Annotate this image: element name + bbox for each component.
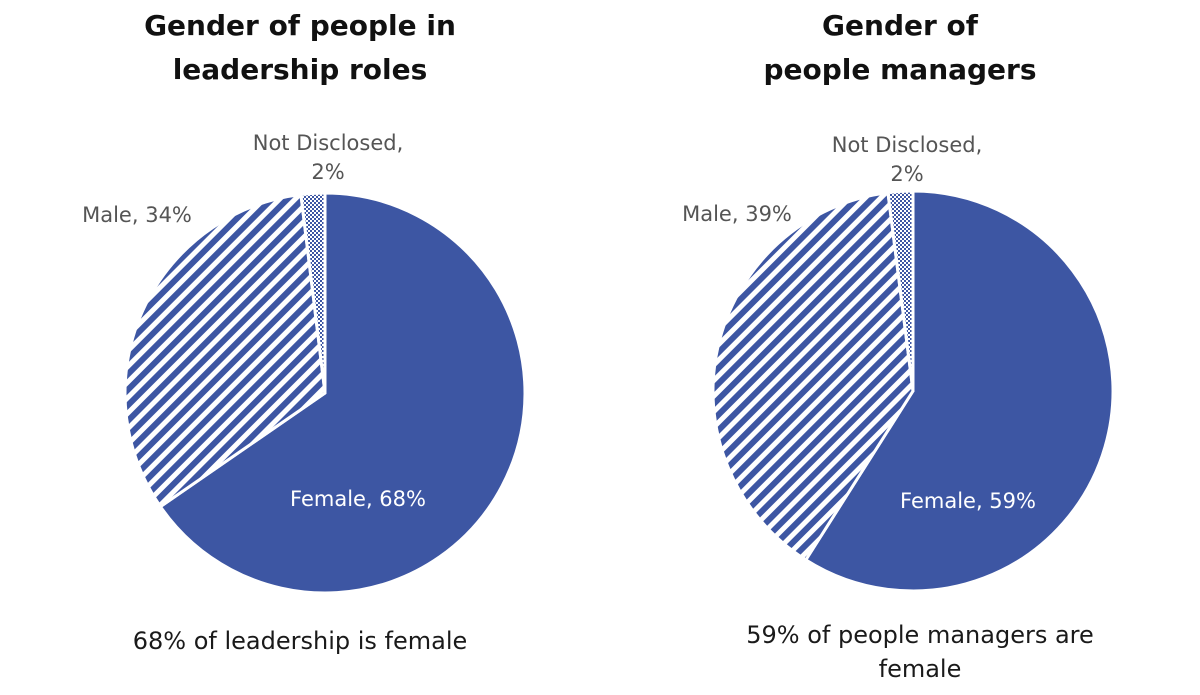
caption-line-1: 59% of people managers are <box>746 621 1094 649</box>
leadership-chart-panel: Gender of people in leadership roles Fem… <box>0 4 600 658</box>
data-label-not-disclosed: Not Disclosed, 2% <box>832 133 983 186</box>
chart-title-line-1: Gender of people in <box>144 9 456 42</box>
data-label-female: Female, 59% <box>900 489 1036 513</box>
chart-title: Gender of people managers <box>600 4 1200 92</box>
leadership-pie-chart: Female, 68% Male, 34% Not Disclosed, 2% <box>82 131 527 595</box>
managers-chart-panel: Gender of people managers Female, 59% Mal… <box>600 0 1200 695</box>
chart-title: Gender of people in leadership roles <box>0 4 600 92</box>
data-label-female: Female, 68% <box>290 487 426 511</box>
chart-title-line-2: leadership roles <box>172 53 428 86</box>
caption-line-2: female <box>878 655 962 683</box>
caption-line-1: 68% of leadership is female <box>132 627 468 655</box>
pie-slice-not-disclosed <box>299 191 327 395</box>
pie-slice-not-disclosed <box>886 189 915 393</box>
data-label-not-disclosed: Not Disclosed, 2% <box>253 131 404 184</box>
chart-caption: 59% of people managers are female <box>640 618 1200 686</box>
data-label-male: Male, 39% <box>682 202 792 226</box>
data-label-male: Male, 34% <box>82 203 192 227</box>
pie-slice-female <box>804 189 1115 593</box>
pie-slice-female <box>158 191 527 595</box>
chart-caption: 68% of leadership is female <box>0 624 600 658</box>
chart-title-line-1: Gender of <box>822 9 978 42</box>
managers-pie-chart: Female, 59% Male, 39% Not Disclosed, 2% <box>682 133 1115 593</box>
pie-slice-male <box>123 192 327 509</box>
chart-title-line-2: people managers <box>763 53 1037 86</box>
pie-slice-male <box>711 191 915 562</box>
